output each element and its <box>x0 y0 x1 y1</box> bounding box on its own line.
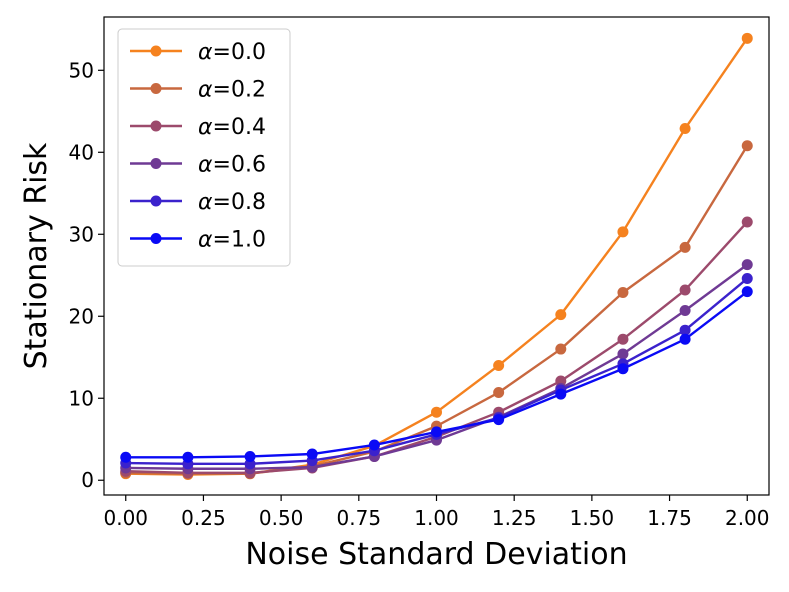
y-tick-label: 40 <box>69 140 94 164</box>
legend-label-value: =0.2 <box>213 78 266 103</box>
data-point <box>741 216 753 228</box>
x-tick-label: 2.00 <box>725 506 770 530</box>
data-point <box>741 286 753 298</box>
legend-label-value: =0.0 <box>213 40 266 65</box>
data-point <box>679 123 691 135</box>
data-point <box>679 241 691 253</box>
legend-label: α=0.2 <box>198 78 266 103</box>
data-point <box>306 448 318 460</box>
x-tick-label: 0.75 <box>337 506 382 530</box>
legend-label: α=0.0 <box>198 40 266 65</box>
legend-item: α=1.0 <box>130 228 266 253</box>
legend-label-value: =0.6 <box>213 153 266 178</box>
y-axis-label: Stationary Risk <box>19 142 54 369</box>
legend-marker <box>150 158 162 169</box>
data-point <box>431 406 442 418</box>
data-point <box>493 414 505 426</box>
legend-label-symbol: α <box>198 40 213 65</box>
data-point <box>431 426 442 438</box>
legend-marker <box>150 83 162 94</box>
data-point <box>617 226 629 238</box>
legend-item: α=0.8 <box>130 190 266 215</box>
legend-item: α=0.2 <box>130 78 266 103</box>
x-tick-label: 1.50 <box>570 506 615 530</box>
data-point <box>617 348 629 360</box>
data-point <box>741 273 753 285</box>
data-point <box>555 309 567 321</box>
y-tick-label: 10 <box>69 386 94 410</box>
data-point <box>368 439 380 451</box>
legend-label: α=0.8 <box>198 190 266 215</box>
legend-label: α=1.0 <box>198 228 266 253</box>
legend: α=0.0α=0.2α=0.4α=0.6α=0.8α=1.0 <box>117 28 291 267</box>
legend-label-symbol: α <box>198 153 213 178</box>
data-point <box>493 359 505 371</box>
data-point <box>617 333 629 345</box>
legend-label-value: =0.8 <box>213 190 266 215</box>
legend-item: α=0.4 <box>130 115 266 140</box>
data-point <box>555 343 567 355</box>
x-tick-label: 0.25 <box>181 506 226 530</box>
legend-marker <box>150 233 162 244</box>
y-tick-label: 0 <box>81 468 94 492</box>
x-tick-label: 1.75 <box>647 506 692 530</box>
x-axis-label: Noise Standard Deviation <box>245 537 627 572</box>
y-tick-label: 20 <box>69 304 94 328</box>
data-point <box>741 140 753 152</box>
y-axis-ticks: 0 10 20 30 40 50 <box>69 58 104 492</box>
x-axis-ticks: 0.00 0.25 0.50 0.75 1.00 1.25 1.50 1.75 2.00 <box>103 495 770 530</box>
data-point <box>182 451 194 463</box>
data-point <box>741 259 753 271</box>
x-tick-label: 0.50 <box>259 506 304 530</box>
data-point <box>617 363 629 375</box>
y-tick-label: 50 <box>69 58 94 82</box>
x-tick-label: 1.25 <box>492 506 537 530</box>
legend-marker <box>150 120 162 132</box>
legend-marker <box>150 195 162 207</box>
data-point <box>617 286 629 298</box>
legend-label-value: =0.4 <box>213 115 266 140</box>
legend-item: α=0.6 <box>130 153 266 178</box>
x-tick-label: 1.00 <box>414 506 459 530</box>
legend-label-value: =1.0 <box>213 228 266 253</box>
legend-label-symbol: α <box>198 228 213 253</box>
legend-item: α=0.0 <box>130 40 266 65</box>
series-layer <box>120 32 753 481</box>
data-point <box>555 388 567 400</box>
data-point <box>679 305 691 317</box>
legend-marker <box>150 45 162 57</box>
x-tick-label: 0.00 <box>103 506 148 530</box>
legend-label-symbol: α <box>198 115 213 140</box>
data-point <box>120 451 132 463</box>
legend-label: α=0.4 <box>198 115 266 140</box>
y-tick-label: 30 <box>69 222 94 246</box>
data-point <box>679 324 691 336</box>
legend-label: α=0.6 <box>198 153 266 178</box>
data-point <box>244 450 256 462</box>
legend-label-symbol: α <box>198 78 213 103</box>
data-point <box>741 32 753 44</box>
data-point <box>493 387 505 399</box>
series-5 <box>120 286 753 463</box>
legend-label-symbol: α <box>198 190 213 215</box>
data-point <box>679 284 691 296</box>
data-point <box>679 333 691 345</box>
